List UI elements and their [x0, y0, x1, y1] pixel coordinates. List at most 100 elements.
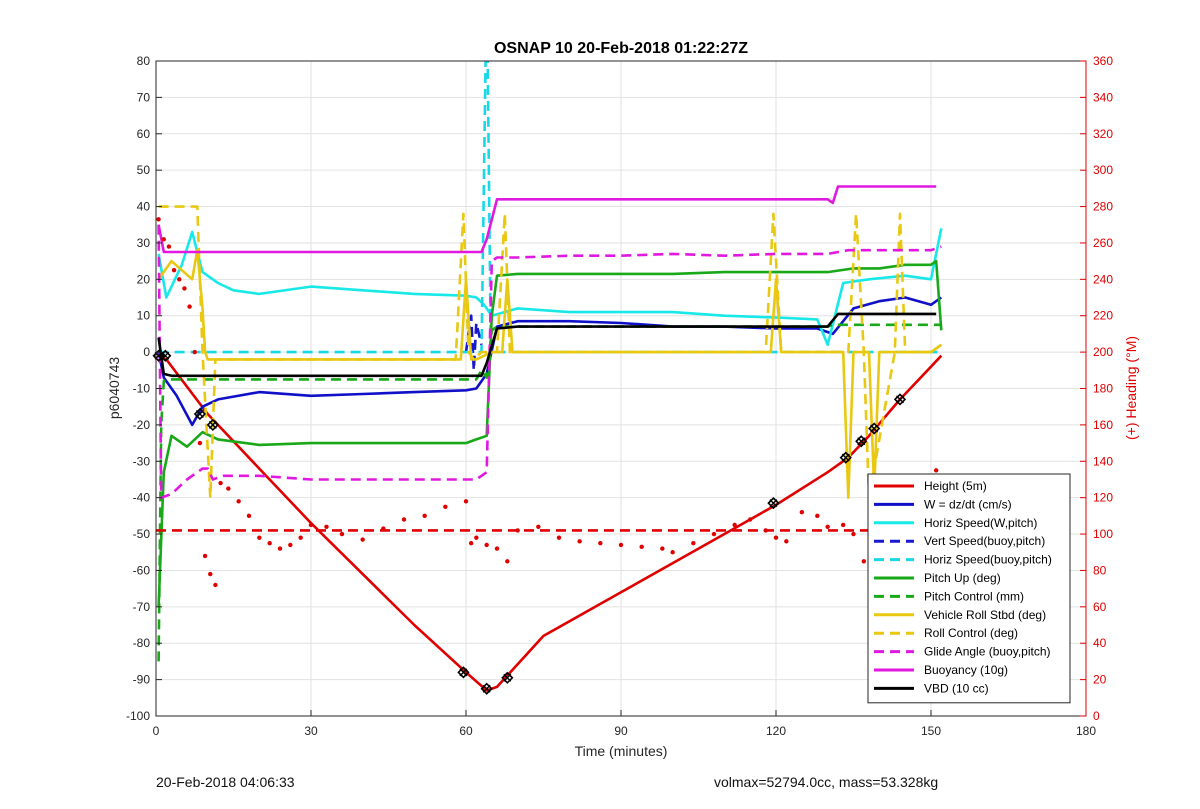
heading-point — [161, 237, 166, 242]
heading-point — [187, 304, 192, 309]
heading-point — [226, 486, 231, 491]
heading-point — [324, 524, 329, 529]
legend-label: Height (5m) — [924, 479, 987, 493]
y-tick-label: -90 — [133, 673, 151, 687]
dive-marker-diamond — [839, 451, 852, 464]
chart-title: OSNAP 10 20-Feb-2018 01:22:27Z — [494, 40, 748, 57]
dive-marker-cross — [208, 420, 217, 429]
heading-point — [515, 528, 520, 533]
y2-tick-label: 260 — [1093, 236, 1113, 250]
heading-point — [208, 571, 213, 577]
series-line-5 — [157, 259, 943, 607]
dive-marker-diamond — [893, 393, 907, 406]
dive-marker-cross — [896, 395, 904, 404]
y2-tick-label: 280 — [1093, 200, 1113, 214]
heading-point — [213, 582, 218, 588]
heading-point — [536, 524, 541, 529]
heading-point — [639, 544, 644, 549]
y-tick-label: 0 — [143, 345, 150, 359]
legend-label: Roll Control (deg) — [924, 626, 1018, 640]
y-tick-label: -10 — [133, 382, 151, 396]
dive-marker-diamond — [480, 682, 493, 695]
y2-tick-label: 0 — [1093, 709, 1100, 723]
series-line-1 — [157, 296, 943, 427]
y2-tick-label: 40 — [1093, 636, 1107, 650]
series-line-10 — [157, 185, 937, 254]
legend-label: Horiz Speed(buoy,pitch) — [924, 553, 1052, 567]
heading-point — [182, 286, 187, 291]
heading-point — [381, 526, 386, 531]
dive-marker-diamond — [767, 496, 780, 510]
footer-summary: volmax=52794.0cc, mass=53.328kg — [714, 774, 939, 790]
x-tick-label: 120 — [766, 724, 786, 738]
dive-marker — [767, 496, 780, 510]
heading-point — [670, 550, 675, 555]
heading-point — [468, 540, 474, 546]
x-tick-label: 180 — [1076, 724, 1096, 738]
heading-point — [401, 517, 407, 522]
y-tick-label: 40 — [137, 200, 151, 214]
y2-tick-label: 200 — [1093, 345, 1113, 359]
heading-point — [577, 539, 582, 544]
y2-tick-label: 140 — [1093, 454, 1113, 468]
dive-marker — [159, 349, 172, 362]
x-tick-label: 150 — [921, 724, 941, 738]
y2-tick-label: 100 — [1093, 527, 1113, 541]
dive-marker-diamond — [193, 407, 207, 421]
heading-point — [747, 517, 753, 522]
series-line-4 — [158, 61, 942, 354]
heading-point — [236, 499, 241, 504]
dive-marker-diamond — [457, 666, 470, 679]
dive-marker-diamond — [501, 671, 514, 684]
y-tick-label: -20 — [133, 418, 151, 432]
dive-marker-cross — [769, 499, 778, 508]
heading-point — [197, 440, 203, 446]
series-line-7 — [157, 248, 943, 500]
y-tick-label: 80 — [137, 54, 151, 68]
dive-marker-cross — [870, 424, 879, 433]
y-tick-label: -70 — [133, 600, 151, 614]
y-tick-label: 20 — [137, 272, 151, 286]
series-line-11 — [157, 312, 937, 378]
heading-point — [267, 540, 272, 546]
legend-label: Buoyancy (10g) — [924, 663, 1008, 677]
y-tick-label: -100 — [126, 709, 150, 723]
dive-marker — [855, 435, 868, 448]
legend-label: VBD (10 cc) — [924, 681, 989, 695]
heading-point — [166, 244, 172, 249]
heading-point — [218, 480, 223, 486]
dive-marker-diamond — [868, 422, 881, 435]
y-tick-label: 30 — [137, 236, 151, 250]
heading-point — [773, 535, 779, 540]
heading-point — [815, 513, 820, 519]
heading-point — [784, 539, 789, 544]
y2-tick-label: 300 — [1093, 163, 1113, 177]
dive-marker — [206, 418, 219, 432]
legend-label: Glide Angle (buoy,pitch) — [924, 645, 1051, 659]
heading-point — [202, 553, 208, 559]
heading-point — [339, 531, 345, 537]
heading-point — [598, 540, 603, 546]
series-group — [156, 61, 943, 692]
series-line-8 — [158, 205, 943, 500]
heading-point — [660, 546, 665, 551]
legend-label: Horiz Speed(W,pitch) — [924, 516, 1037, 530]
heading-point — [825, 524, 830, 529]
heading-point — [763, 528, 768, 533]
dive-marker — [501, 671, 514, 684]
series-line-9 — [157, 224, 942, 500]
y2-tick-label: 120 — [1093, 491, 1113, 505]
heading-point — [474, 535, 479, 540]
legend-label: Pitch Up (deg) — [924, 571, 1001, 585]
legend-box — [867, 473, 1071, 704]
dive-marker-cross — [841, 453, 850, 462]
x-tick-label: 60 — [459, 724, 473, 738]
dive-marker — [193, 407, 207, 421]
dive-marker-cross — [161, 351, 170, 360]
heading-point — [691, 540, 696, 546]
legend-label: Vert Speed(buoy,pitch) — [924, 534, 1045, 548]
heading-point — [851, 531, 856, 537]
heading-point — [933, 468, 939, 473]
